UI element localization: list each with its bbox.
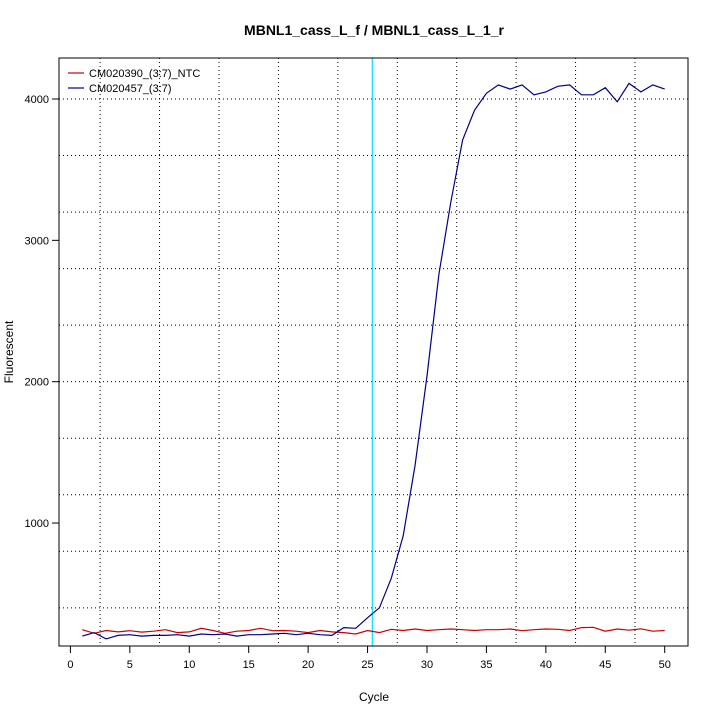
- x-tick-label: 35: [480, 659, 492, 671]
- y-axis: 1000 2000 3000 4000: [25, 94, 60, 530]
- legend: CM020390_(3:7)_NTC CM020457_(3:7): [68, 68, 200, 95]
- x-tick-label: 20: [302, 659, 314, 671]
- series-line-1: [82, 626, 665, 635]
- x-tick-label: 50: [659, 659, 671, 671]
- grid: [59, 58, 688, 646]
- x-axis-label: Cycle: [359, 690, 389, 704]
- plot-frame: [58, 57, 689, 647]
- x-tick-label: 15: [243, 659, 255, 671]
- x-tick-label: 30: [421, 659, 433, 671]
- y-tick-label: 2000: [25, 377, 49, 389]
- y-tick-label: 1000: [25, 518, 49, 530]
- x-tick-label: 25: [361, 659, 373, 671]
- y-tick-label: 4000: [25, 94, 49, 106]
- legend-label-2: CM020457_(3:7): [89, 83, 172, 95]
- chart-title: MBNL1_cass_L_f / MBNL1_cass_L_1_r: [244, 22, 504, 38]
- x-axis: 0 5 10 15 20 25 30 35 40 45 50: [67, 645, 671, 671]
- series-line-2: [82, 82, 665, 640]
- x-tick-label: 45: [599, 659, 611, 671]
- x-tick-label: 10: [183, 659, 195, 671]
- x-tick-label: 0: [67, 659, 73, 671]
- x-tick-label: 40: [540, 659, 552, 671]
- x-tick-label: 5: [127, 659, 133, 671]
- y-tick-label: 3000: [25, 235, 49, 247]
- series-lines: [82, 82, 665, 640]
- legend-label-1: CM020390_(3:7)_NTC: [89, 68, 200, 80]
- y-axis-label: Fluorescent: [2, 320, 16, 383]
